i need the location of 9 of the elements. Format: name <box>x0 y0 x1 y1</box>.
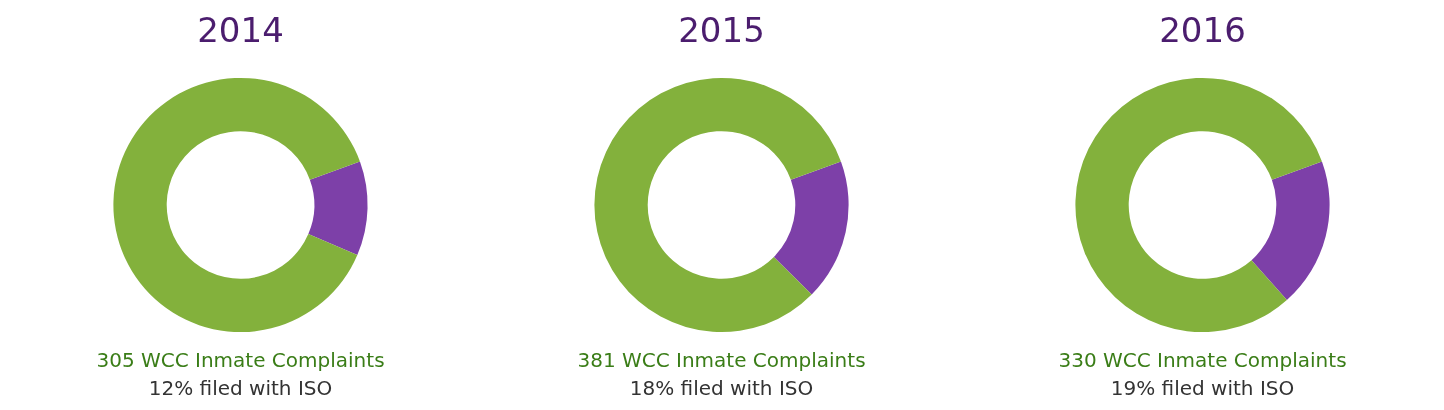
chart-title: 2016 <box>1159 10 1246 50</box>
text: 12% filed with ISO <box>148 376 333 400</box>
text: 19% filed with ISO <box>1110 376 1295 400</box>
text: 330 WCC Inmate Complaints <box>1058 348 1347 372</box>
text: 305 WCC Inmate Complaints <box>96 348 385 372</box>
chart-title: 2015 <box>678 10 765 50</box>
text: 18% filed with ISO <box>629 376 814 400</box>
text: 381 WCC Inmate Complaints <box>577 348 866 372</box>
chart-title: 2014 <box>197 10 284 50</box>
